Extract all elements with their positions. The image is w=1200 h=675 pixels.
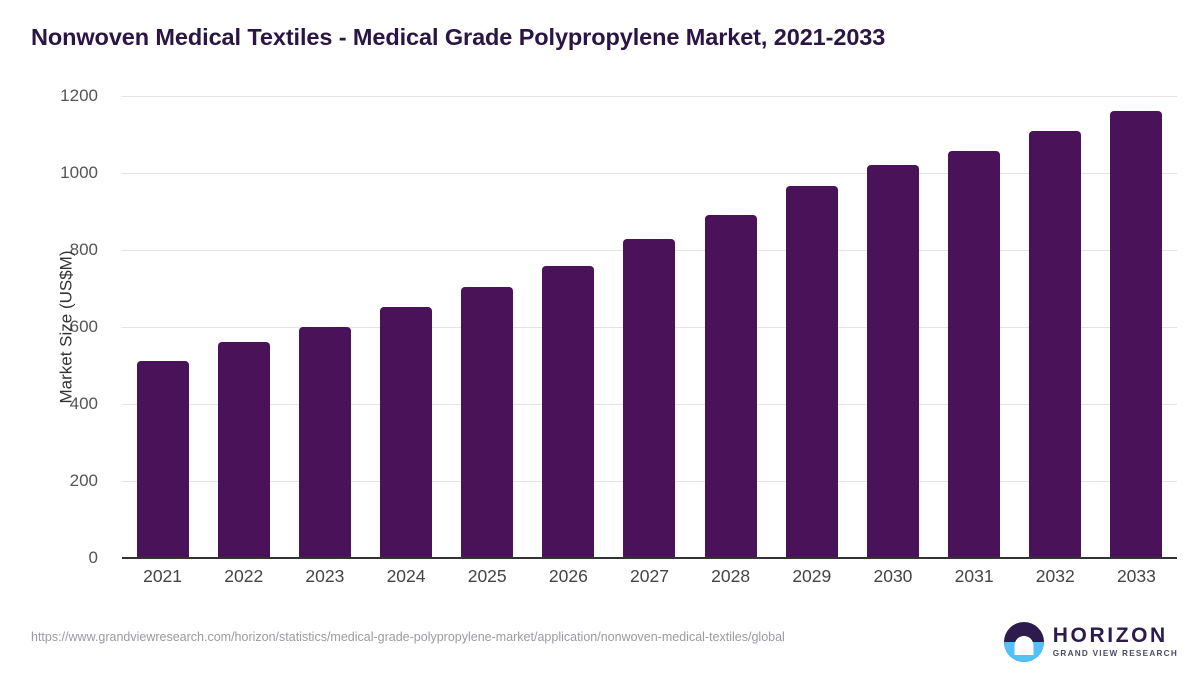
bar-2027[interactable] [623, 239, 676, 558]
bar-slot [122, 96, 203, 558]
bar-slot [852, 96, 933, 558]
x-axis-tick-label: 2033 [1116, 566, 1156, 586]
bar-slot [771, 96, 852, 558]
bar-slot [609, 96, 690, 558]
y-axis-tick-label: 1000 [60, 163, 98, 182]
x-axis-tick-label: 2025 [467, 566, 507, 586]
x-axis-tick-label: 2024 [386, 566, 426, 586]
logo-ray-two [1018, 651, 1029, 654]
y-axis-tick-label: 800 [69, 240, 98, 259]
bar-2031[interactable] [948, 151, 1001, 558]
x-axis-tick-label: 2029 [792, 566, 832, 586]
bar-slot [528, 96, 609, 558]
bar-2024[interactable] [380, 306, 433, 558]
bar-2021[interactable] [136, 360, 189, 558]
x-axis-tick-label: 2030 [873, 566, 913, 586]
x-axis-tick-label: 2028 [711, 566, 751, 586]
bar-slot [690, 96, 771, 558]
chart-footer: https://www.grandviewresearch.com/horizo… [0, 618, 1200, 675]
x-axis-tick-label: 2021 [143, 566, 183, 586]
bar-2028[interactable] [704, 215, 757, 558]
y-axis-tick-label: 0 [88, 548, 98, 567]
bar-2033[interactable] [1110, 111, 1163, 558]
y-axis-tick-label: 1200 [60, 86, 98, 105]
gridline [122, 96, 1177, 97]
horizon-logo: HORIZON GRAND VIEW RESEARCH [1003, 622, 1178, 662]
logo-dome-shape [1014, 635, 1034, 655]
bar-slot [365, 96, 446, 558]
y-axis-tick-labels: 0 200 400 600 800 1000 1200 [0, 0, 112, 675]
y-axis-title-container: Market Size (US$M) [42, 96, 76, 558]
x-axis-tick-label: 2023 [305, 566, 345, 586]
x-axis-line [122, 557, 1177, 559]
source-url[interactable]: https://www.grandviewresearch.com/horizo… [31, 630, 785, 644]
bar-slot [447, 96, 528, 558]
bar-2029[interactable] [785, 186, 838, 558]
gridline [122, 173, 1177, 174]
x-axis-tick-label: 2027 [630, 566, 669, 586]
x-axis-tick-label: 2022 [224, 566, 264, 586]
page-title: Nonwoven Medical Textiles - Medical Grad… [31, 24, 886, 50]
bar-slot [1015, 96, 1096, 558]
x-axis-tick-label: 2031 [954, 566, 994, 586]
bar-2025[interactable] [461, 286, 514, 558]
bar-2032[interactable] [1029, 131, 1082, 558]
bar-2026[interactable] [542, 265, 595, 558]
bar-2023[interactable] [298, 326, 351, 558]
x-axis-tick-label: 2026 [548, 566, 588, 586]
bar-slot [284, 96, 365, 558]
logo-ray-one [1015, 647, 1032, 649]
bar-slot [934, 96, 1015, 558]
y-axis-tick-label: 600 [69, 317, 98, 336]
bar-2022[interactable] [217, 342, 270, 558]
logo-tagline: GRAND VIEW RESEARCH [1052, 649, 1178, 659]
y-axis-tick-label: 200 [69, 471, 98, 490]
bars-layer [122, 96, 1177, 558]
logo-wordmark: HORIZON [1052, 624, 1168, 648]
logo-text-block: HORIZON GRAND VIEW RESEARCH [1053, 625, 1178, 658]
y-axis-title: Market Size (US$M) [56, 250, 76, 404]
horizon-circle-icon [1003, 622, 1044, 662]
x-axis-tick-labels: 2021 2022 2023 2024 2025 2026 2027 2028 2029 2030… [122, 566, 1177, 596]
y-axis-tick-label: 400 [69, 394, 98, 413]
bar-2030[interactable] [866, 164, 919, 558]
x-axis-tick-label: 2032 [1035, 566, 1075, 586]
bar-slot [1096, 96, 1177, 558]
bar-slot [203, 96, 284, 558]
